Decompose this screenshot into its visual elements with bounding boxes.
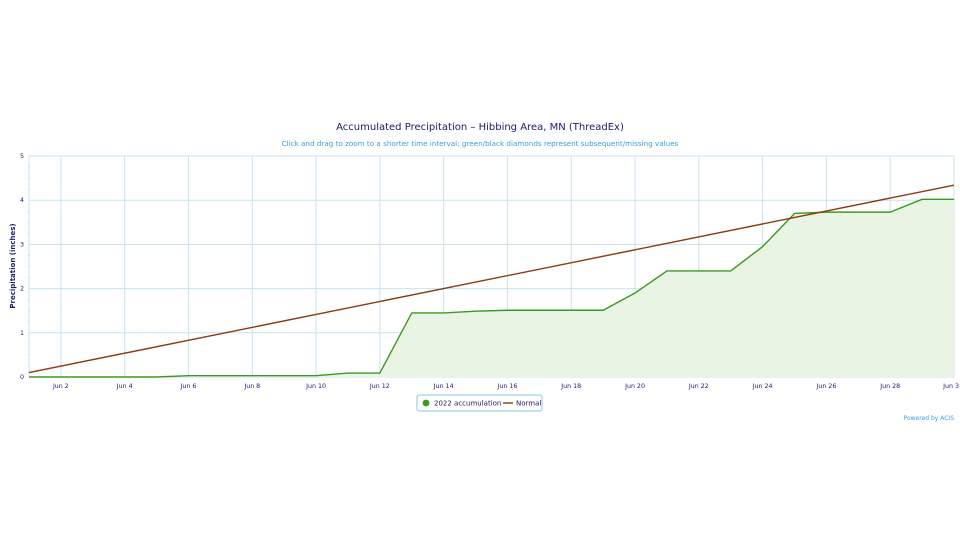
y-minor-tick [28, 365, 30, 367]
y-tick-label: 0 [20, 374, 24, 381]
chart-legend[interactable]: 2022 accumulation Normal [416, 394, 543, 412]
y-minor-tick [28, 299, 30, 301]
x-tick-label: Jun 24 [752, 383, 773, 390]
x-tick-label: Jun 10 [305, 383, 326, 390]
y-minor-tick [28, 266, 30, 267]
legend-2022-marker [422, 399, 430, 407]
legend-normal-label: Normal [516, 400, 541, 408]
x-axis-ticks: Jun 2 Jun 4 Jun 6 Jun 8 Jun 10 Jun 12 Jun 14 Ju… [52, 383, 959, 390]
y-minor-tick [28, 254, 30, 256]
y-minor-tick [28, 343, 30, 345]
y-axis-title: Precipitation (inches) [9, 223, 17, 308]
y-minor-tick [28, 166, 30, 168]
y-axis-ticks: 0 1 2 3 4 5 [20, 153, 24, 381]
x-tick-label: Jun 26 [815, 383, 836, 390]
credit-link[interactable]: Powered by ACIS [904, 415, 955, 422]
y-tick-label: 2 [20, 286, 24, 293]
series-area-0 [29, 199, 954, 377]
x-tick-label: Jun 4 [116, 383, 133, 390]
legend-item-normal[interactable]: Normal [503, 400, 541, 408]
x-tick-label: Jun 22 [688, 383, 709, 390]
y-tick-label: 5 [20, 153, 24, 160]
x-tick-label: Jun 14 [433, 383, 454, 390]
y-minor-tick [28, 354, 30, 356]
y-tick-label: 3 [20, 241, 24, 248]
y-minor-tick [28, 310, 30, 312]
x-tick-label: Jun 12 [369, 383, 390, 390]
x-tick-label: Jun 3 [942, 383, 959, 390]
legend-item-2022[interactable]: 2022 accumulation [422, 399, 502, 408]
series-line-normal[interactable] [28, 184, 955, 374]
series-area-layer [29, 199, 954, 377]
series-lines-layer [28, 184, 955, 378]
y-minor-tick [28, 210, 30, 212]
legend-box [416, 394, 543, 412]
y-tick-label: 4 [20, 197, 24, 204]
x-tick-label: Jun 20 [624, 383, 645, 390]
y-minor-tick [28, 277, 30, 279]
x-tick-label: Jun 16 [497, 383, 518, 390]
y-minor-tick [28, 221, 30, 223]
x-tick-label: Jun 2 [52, 383, 69, 390]
y-tick-label: 1 [20, 330, 24, 337]
chart-title: Accumulated Precipitation – Hibbing Area… [336, 122, 624, 133]
x-tick-label: Jun 6 [180, 383, 197, 390]
x-tick-label: Jun 18 [560, 383, 581, 390]
y-minor-tick [28, 321, 30, 323]
x-tick-label: Jun 28 [879, 383, 900, 390]
y-minor-tick [28, 177, 30, 179]
series-line-2022[interactable] [29, 198, 954, 378]
y-minor-tick [28, 232, 30, 234]
chart-subtitle: Click and drag to zoom to a shorter time… [282, 139, 679, 148]
y-minor-tick [28, 188, 30, 190]
x-tick-label: Jun 8 [243, 383, 260, 390]
legend-2022-label: 2022 accumulation [434, 400, 501, 408]
